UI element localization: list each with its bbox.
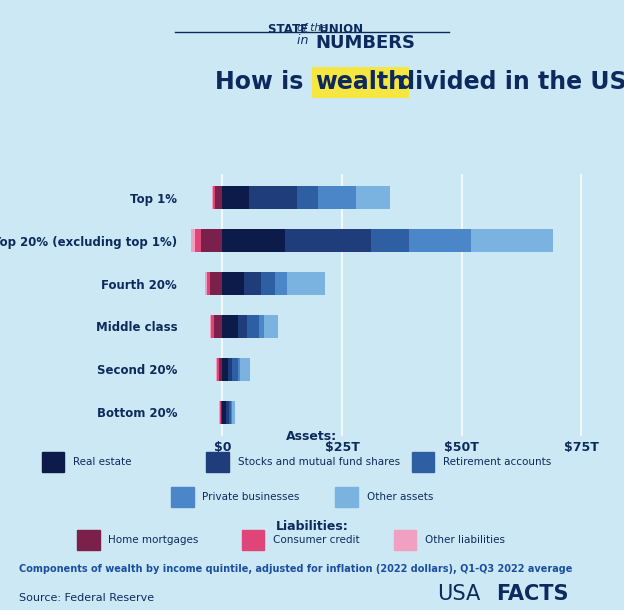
Bar — [222, 271, 244, 295]
Bar — [210, 271, 222, 295]
Bar — [244, 271, 261, 295]
Bar — [226, 401, 228, 424]
Bar — [221, 401, 222, 424]
Bar — [42, 452, 64, 472]
Text: Private businesses: Private businesses — [202, 492, 300, 502]
Bar — [318, 186, 356, 209]
Bar — [231, 401, 232, 424]
Bar — [356, 186, 390, 209]
Bar — [471, 229, 553, 253]
Bar — [336, 487, 358, 507]
Bar — [247, 315, 259, 339]
Text: divided in the US?: divided in the US? — [390, 70, 624, 94]
Bar — [216, 357, 217, 381]
Bar — [219, 357, 222, 381]
Bar — [287, 271, 325, 295]
Bar — [394, 529, 416, 550]
Text: Other assets: Other assets — [366, 492, 433, 502]
Text: UNION: UNION — [315, 23, 363, 35]
Text: Source: Federal Reserve: Source: Federal Reserve — [19, 593, 154, 603]
Bar — [214, 315, 222, 339]
Bar — [264, 315, 278, 339]
Bar — [241, 529, 264, 550]
Text: FACTS: FACTS — [496, 584, 568, 604]
Bar — [217, 357, 219, 381]
Text: Components of wealth by income quintile, adjusted for inflation (2022 dollars), : Components of wealth by income quintile,… — [19, 564, 572, 574]
Text: in: in — [296, 34, 312, 46]
Bar — [213, 186, 215, 209]
Bar — [222, 315, 238, 339]
Bar — [192, 229, 195, 253]
Text: Assets:: Assets: — [286, 429, 338, 442]
Bar — [222, 229, 285, 253]
Bar — [259, 315, 264, 339]
Bar — [409, 229, 471, 253]
Bar — [207, 452, 229, 472]
Text: How is: How is — [215, 70, 312, 94]
Text: of the: of the — [297, 23, 327, 32]
Bar — [220, 401, 221, 424]
Bar — [249, 186, 296, 209]
Text: USA: USA — [437, 584, 480, 604]
Bar — [285, 229, 371, 253]
Bar — [207, 271, 210, 295]
Bar — [240, 357, 250, 381]
Text: STATE: STATE — [268, 23, 312, 35]
Bar — [215, 186, 222, 209]
Bar — [232, 401, 235, 424]
Bar — [171, 487, 193, 507]
Bar — [210, 315, 212, 339]
Bar — [222, 186, 249, 209]
Bar — [371, 229, 409, 253]
Bar — [228, 357, 232, 381]
Bar — [232, 357, 238, 381]
Text: Home mortgages: Home mortgages — [109, 534, 199, 545]
Bar — [201, 229, 222, 253]
Text: Retirement accounts: Retirement accounts — [443, 457, 551, 467]
Bar — [212, 315, 214, 339]
Bar — [228, 401, 231, 424]
Text: Other liabilities: Other liabilities — [425, 534, 505, 545]
Bar — [205, 271, 207, 295]
Text: Liabilities:: Liabilities: — [276, 520, 348, 533]
Bar — [296, 186, 318, 209]
Bar — [238, 357, 240, 381]
Bar — [195, 229, 201, 253]
Bar — [212, 186, 213, 209]
Text: wealth: wealth — [315, 70, 405, 94]
Text: Consumer credit: Consumer credit — [273, 534, 359, 545]
Bar — [261, 271, 275, 295]
Text: Stocks and mutual fund shares: Stocks and mutual fund shares — [238, 457, 399, 467]
Bar — [77, 529, 100, 550]
Bar — [219, 401, 220, 424]
Bar — [222, 401, 226, 424]
Bar — [222, 357, 228, 381]
Bar — [275, 271, 287, 295]
Text: NUMBERS: NUMBERS — [315, 34, 415, 52]
Text: Real estate: Real estate — [73, 457, 132, 467]
Bar — [238, 315, 247, 339]
Bar — [412, 452, 434, 472]
